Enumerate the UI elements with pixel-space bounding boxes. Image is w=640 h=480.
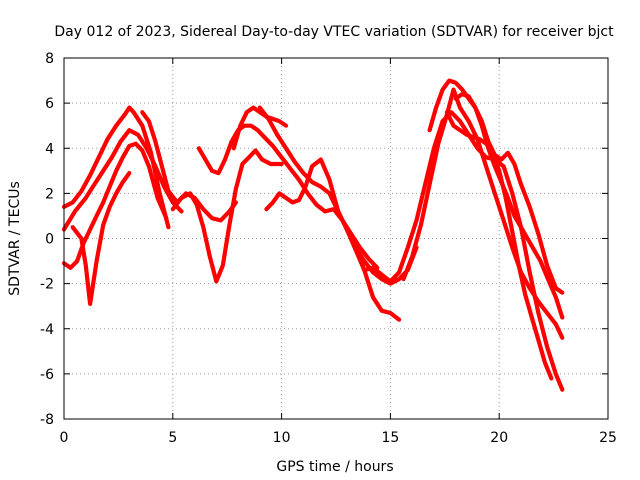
series-arc-11 <box>344 110 565 392</box>
series-arc-8 <box>231 105 289 151</box>
series-arc-12 <box>401 87 565 340</box>
series-arc-15 <box>444 110 554 381</box>
y-tick-label: 4 <box>45 141 54 157</box>
y-tick-label: -8 <box>40 412 54 428</box>
chart-title: Day 012 of 2023, Sidereal Day-to-day VTE… <box>54 24 614 40</box>
series-arc-2 <box>61 105 171 230</box>
x-tick-label: 20 <box>490 430 508 446</box>
series-arc-9 <box>257 105 402 322</box>
series-arc-1 <box>61 128 184 232</box>
y-axis-label: SDTVAR / TECUs <box>7 181 23 296</box>
x-tick-label: 25 <box>599 430 617 446</box>
y-tick-label: -4 <box>40 322 54 338</box>
plot-data <box>61 78 565 392</box>
x-axis-label: GPS time / hours <box>276 459 393 475</box>
axis-ticks: -8 -6 -4 -2 0 2 4 6 8 0 5 10 15 20 25 <box>40 51 617 446</box>
x-tick-label: 15 <box>381 430 399 446</box>
y-tick-label: 0 <box>45 232 54 248</box>
y-tick-label: 6 <box>45 96 54 112</box>
y-tick-label: 8 <box>45 51 54 67</box>
x-tick-label: 0 <box>60 430 69 446</box>
series-arc-10 <box>264 157 419 286</box>
series-arc-3 <box>61 141 169 270</box>
series-arc-6 <box>170 148 284 284</box>
y-tick-label: -6 <box>40 367 54 383</box>
y-tick-label: -2 <box>40 277 54 293</box>
series-arc-14 <box>453 92 565 320</box>
y-tick-label: 2 <box>45 186 54 202</box>
x-tick-label: 10 <box>273 430 291 446</box>
x-tick-label: 5 <box>168 430 177 446</box>
grid <box>64 58 608 419</box>
series-arc-4 <box>70 171 132 306</box>
